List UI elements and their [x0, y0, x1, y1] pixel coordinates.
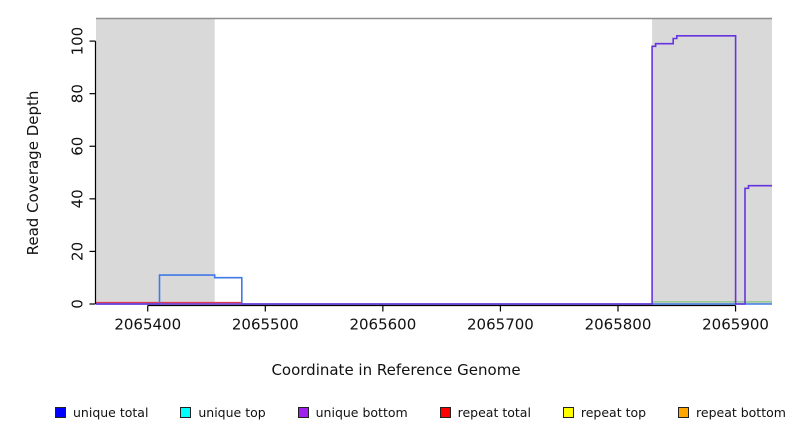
x-axis-title: Coordinate in Reference Genome	[271, 361, 521, 379]
legend-label: unique top	[198, 404, 266, 420]
x-axis-tick-label: 2065700	[467, 316, 534, 334]
legend-item-unique-bottom: unique bottom	[297, 404, 408, 420]
legend-item-repeat-top: repeat top	[562, 404, 647, 420]
legend-item-repeat-total: repeat total	[439, 404, 531, 420]
shaded-region	[96, 19, 215, 304]
legend: unique total unique top unique bottom repea…	[55, 401, 786, 423]
x-axis-tick-label: 2065400	[114, 316, 181, 334]
legend-swatch	[562, 406, 574, 418]
legend-item-repeat-bottom: repeat bottom	[678, 405, 786, 420]
legend-swatch	[678, 406, 690, 418]
y-axis-tick-label: 80	[69, 84, 87, 103]
legend-item-unique-total: unique total	[55, 405, 148, 420]
legend-swatch	[439, 406, 451, 418]
legend-swatch	[297, 406, 309, 418]
x-axis-tick-label: 2065800	[585, 316, 652, 334]
legend-label: unique bottom	[315, 404, 408, 420]
y-axis-tick-label: 20	[69, 242, 87, 261]
y-axis-tick-label: 60	[69, 137, 87, 156]
legend-swatch	[55, 406, 66, 418]
legend-label: repeat top	[580, 404, 647, 420]
legend-item-unique-top: unique top	[180, 404, 266, 420]
y-axis-tick-label: 0	[69, 299, 87, 309]
x-axis-tick-label: 2065900	[702, 316, 769, 334]
legend-swatch	[180, 406, 192, 418]
series-line-unique-bottom	[96, 34, 772, 305]
legend-label: unique total	[73, 404, 149, 420]
y-axis-tick-label: 100	[69, 27, 87, 56]
y-axis-title: Read Coverage Depth	[24, 90, 42, 256]
legend-label: repeat bottom	[696, 404, 786, 420]
legend-label: repeat total	[457, 404, 531, 420]
series-line-unique-total	[96, 274, 772, 305]
y-axis-tick-label: 40	[69, 189, 87, 208]
shaded-region	[652, 19, 772, 304]
x-axis-tick-label: 2065600	[349, 316, 416, 334]
x-axis-tick-label: 2065500	[232, 316, 299, 334]
